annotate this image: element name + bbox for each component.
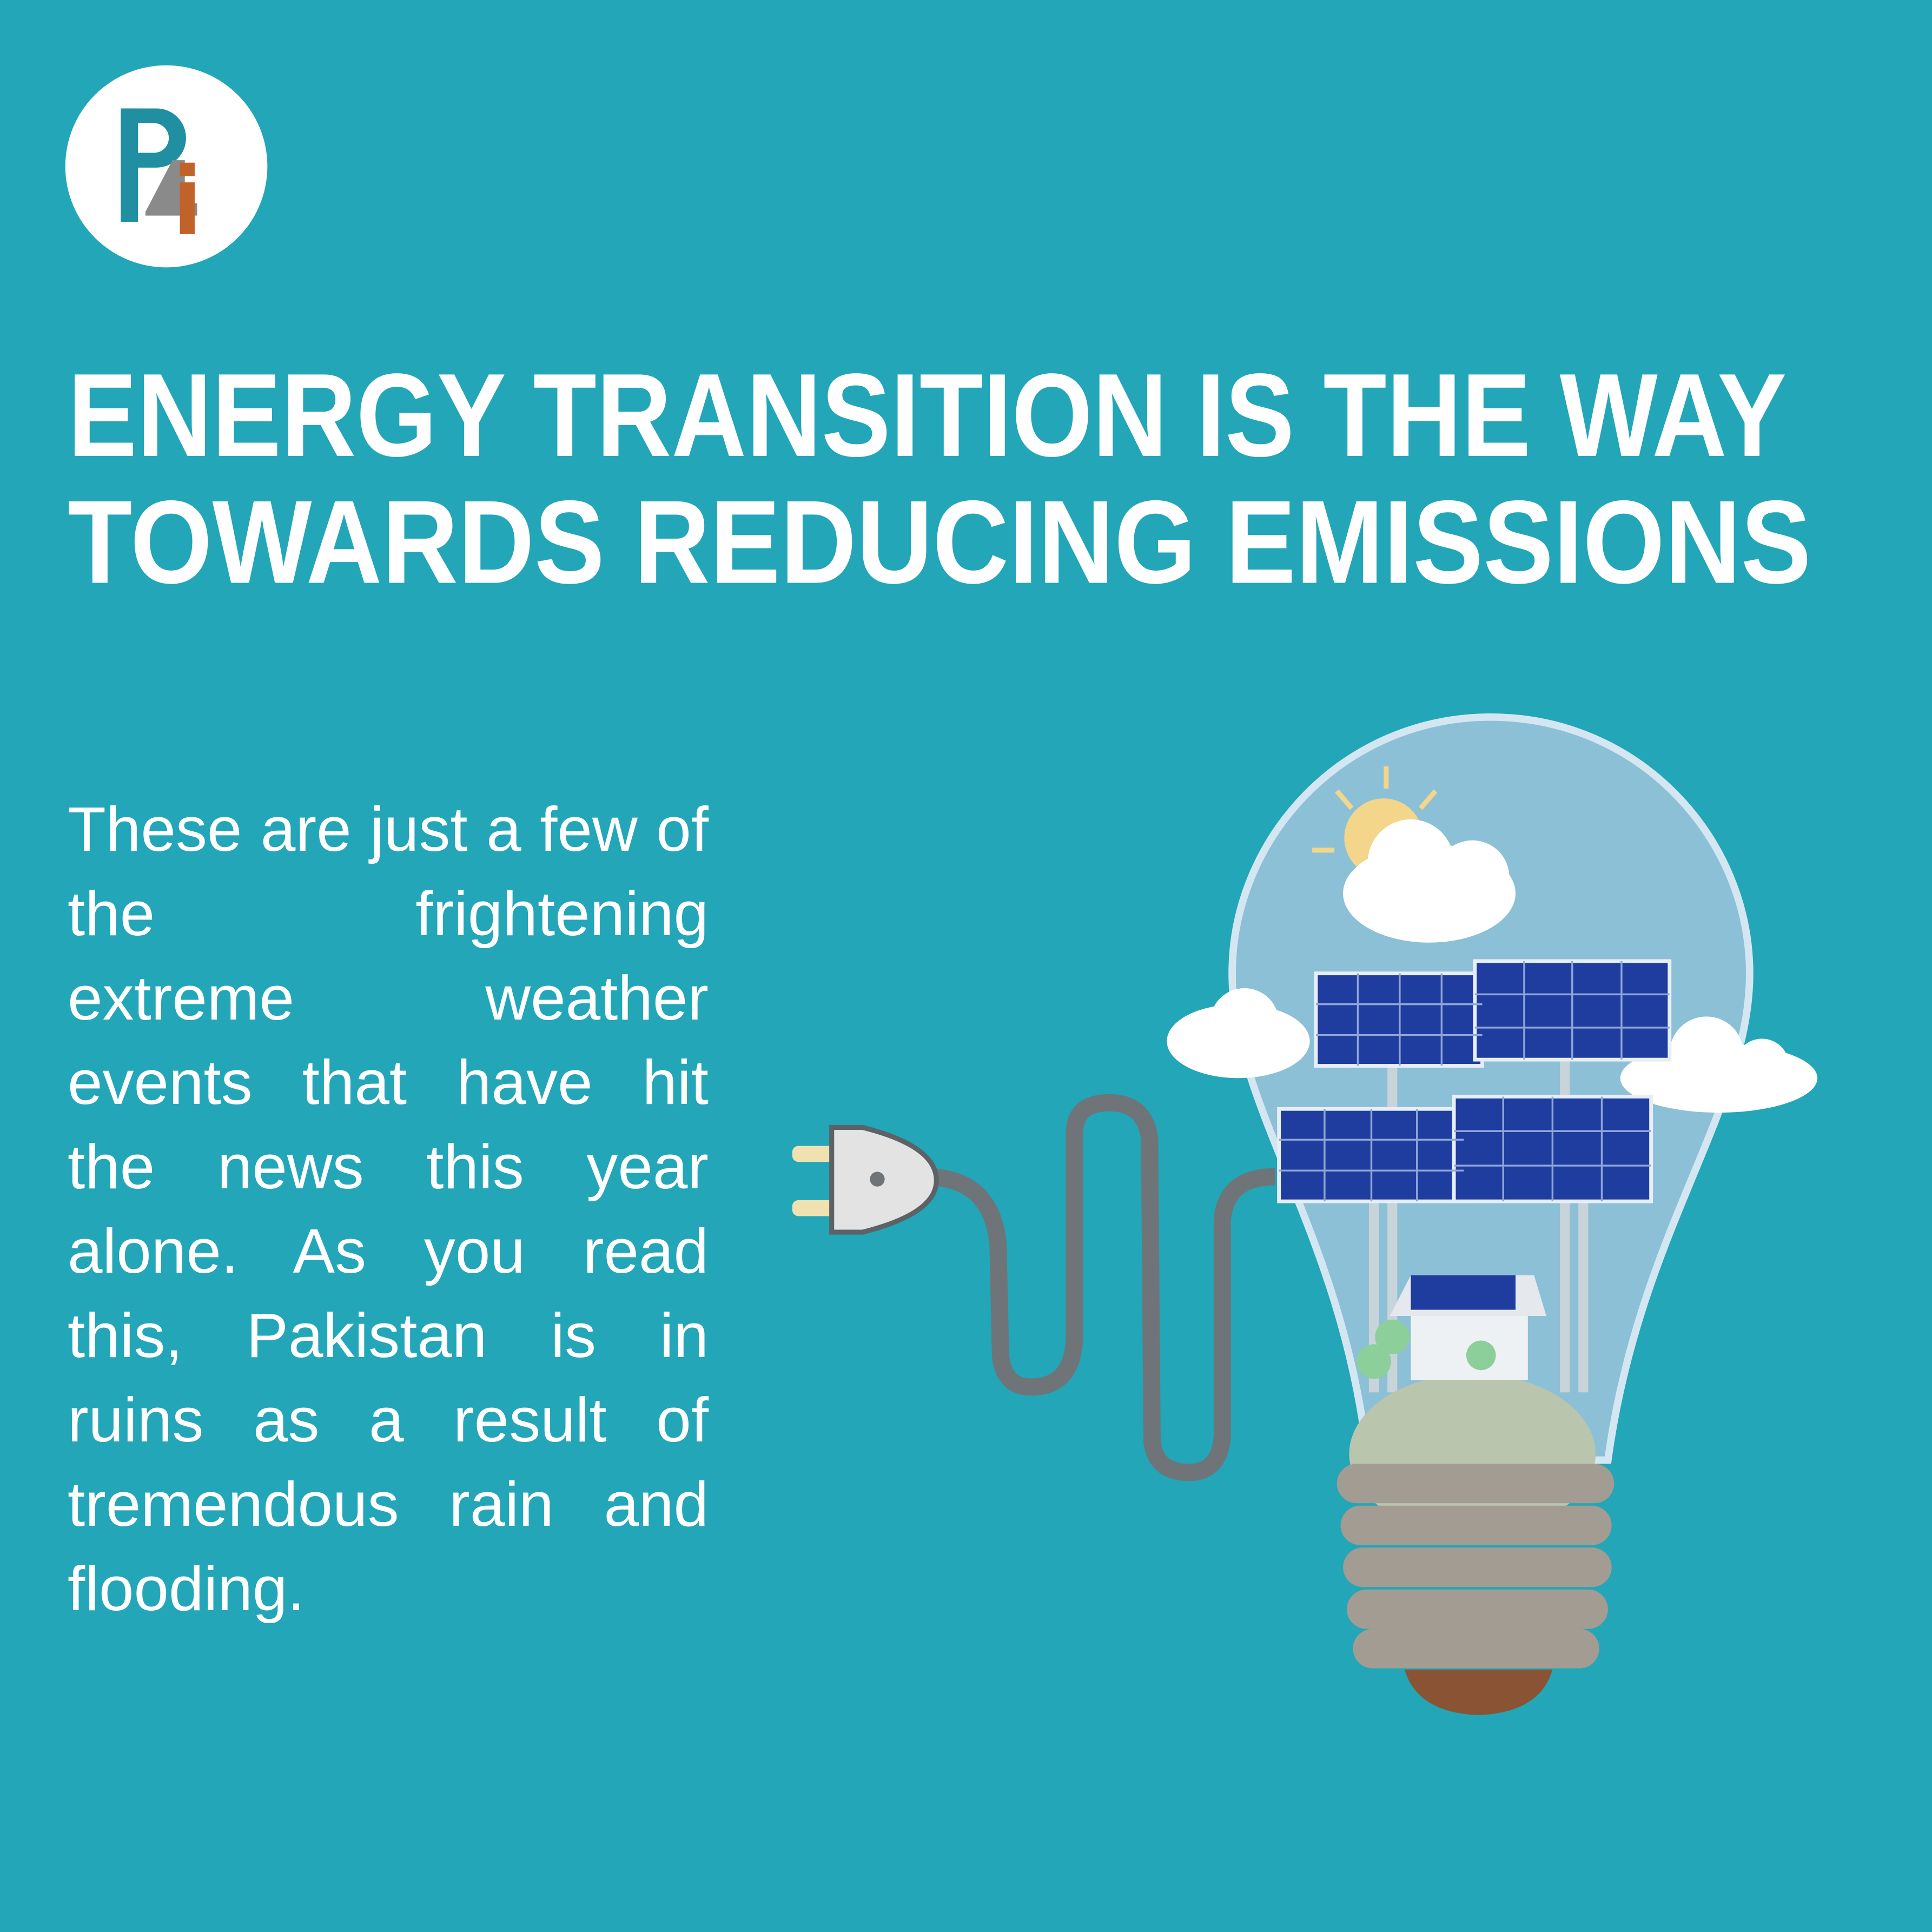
bulb-illustration-part-part xyxy=(1367,819,1454,906)
bulb-illustration-part xyxy=(1167,819,1818,1113)
title-line: TOWARDS REDUCING EMISSIONS xyxy=(68,477,1811,608)
bulb-illustration-part xyxy=(792,1146,842,1216)
bulb-illustration-part xyxy=(1411,1312,1528,1380)
bulb-illustration-part xyxy=(1411,1275,1516,1310)
bulb-illustration-part-part xyxy=(1336,1464,1615,1504)
bulb-illustration-part xyxy=(1357,1319,1496,1379)
bulb-illustration-part-part xyxy=(1210,988,1279,1057)
bulb-illustration-part xyxy=(1279,961,1670,1202)
logo xyxy=(65,65,268,268)
title-line: ENERGY TRANSITION IS THE WAY xyxy=(68,349,1787,481)
bulb-illustration-part xyxy=(870,1172,885,1187)
bulb-illustration-part xyxy=(1312,766,1438,853)
bulb-illustration-part-part xyxy=(1375,1319,1410,1354)
bulb-illustration-part-part xyxy=(792,1146,842,1162)
bulb-illustration-part-part xyxy=(1357,1344,1391,1379)
bulb-illustration-part xyxy=(1404,1669,1553,1716)
bulb-illustration xyxy=(792,713,1818,1716)
bulb-illustration-part-part xyxy=(1419,789,1438,810)
bulb-illustration-part-part xyxy=(1353,1629,1599,1669)
bulb-illustration-part-part xyxy=(1346,1589,1608,1629)
bulb-illustration-part-part xyxy=(1340,1505,1612,1545)
body-paragraph: These are just a few of the frightening … xyxy=(68,794,709,1624)
bulb-illustration-part-part xyxy=(1735,1038,1789,1093)
logo-part xyxy=(129,108,186,168)
bulb-illustration-part-part xyxy=(1466,1340,1496,1371)
logo-part xyxy=(65,65,268,268)
logo-part xyxy=(180,182,195,234)
bulb-illustration-part-part xyxy=(1669,1016,1744,1091)
bulb-illustration-part-part xyxy=(792,1200,842,1216)
logo-part xyxy=(180,162,195,176)
bulb-illustration-part xyxy=(1336,1464,1615,1669)
bulb-illustration-part-part xyxy=(1343,1547,1612,1587)
bulb-illustration-part-part xyxy=(1335,789,1354,810)
bulb-illustration-part-part xyxy=(1435,840,1510,915)
bulb-illustration-part xyxy=(924,1094,1276,1481)
